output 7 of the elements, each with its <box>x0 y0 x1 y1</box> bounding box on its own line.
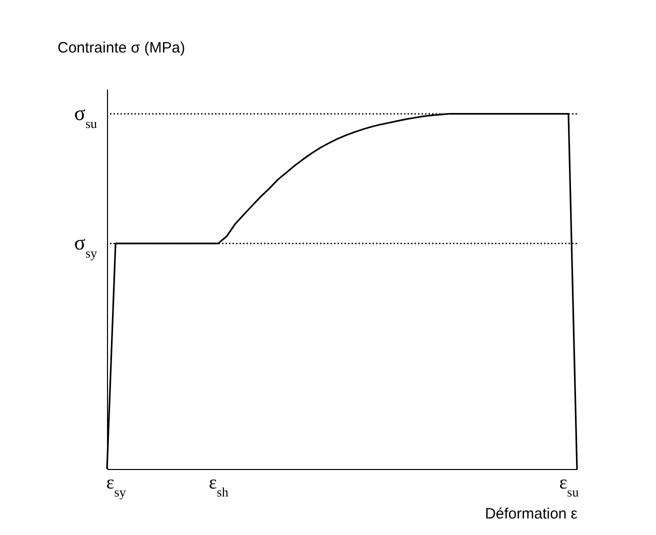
x-tick-label: ε$_{su}$ <box>559 472 580 499</box>
x-tick-label: ε$_{sy}$ <box>106 472 126 499</box>
y-axis-title: Contrainte σ (MPa) <box>58 40 186 56</box>
ref-line-label: σ$_{sy}$ <box>74 230 98 260</box>
x-axis-title: Déformation ε <box>484 506 578 522</box>
ref-line-label: σ$_{su}$ <box>74 100 98 130</box>
x-tick-label: ε$_{sh}$ <box>208 472 229 499</box>
